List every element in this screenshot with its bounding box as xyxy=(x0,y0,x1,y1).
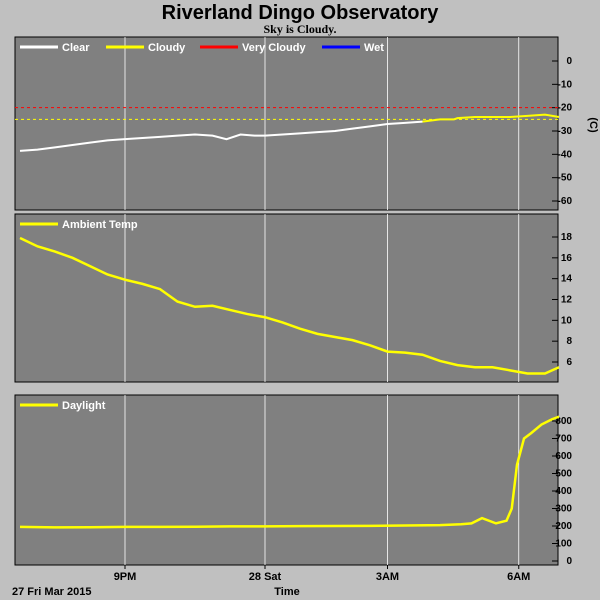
series-line-cloudy xyxy=(422,113,560,123)
y-tick-label: -40 xyxy=(558,149,573,160)
y-tick-label: 14 xyxy=(561,274,573,285)
y-tick-label: 500 xyxy=(555,469,572,480)
y-tick-label: 100 xyxy=(555,539,572,550)
panel-sky: 0 -10 -20 -30 -40 -50 -60 (C) Clear Cloudy Very Cl… xyxy=(14,36,599,211)
series-line-clear xyxy=(19,120,423,152)
panel-daylight: 800 700 600 500 400 300 200 100 0 Daylight 9PM 28 S… xyxy=(14,394,572,583)
y-tick-label: 200 xyxy=(555,521,572,532)
date-label: 27 Fri Mar 2015 xyxy=(12,586,92,598)
y-tick-label: 16 xyxy=(561,253,573,264)
y-tick-label: 18 xyxy=(561,232,573,243)
y-tick-label: -50 xyxy=(558,173,573,184)
y-tick-label: 300 xyxy=(555,504,572,515)
y-tick-label: 12 xyxy=(561,295,573,306)
chart-title: Riverland Dingo Observatory xyxy=(162,2,440,24)
legend-label: Wet xyxy=(364,42,384,54)
y-tick-label: 700 xyxy=(555,434,572,445)
y-tick-label: -60 xyxy=(558,196,573,207)
unit-label: (C) xyxy=(587,117,599,133)
x-tick-label: 6AM xyxy=(507,571,530,583)
y-tick-label: 6 xyxy=(566,357,572,368)
series-line-daylight xyxy=(19,415,560,529)
y-tick-label: 0 xyxy=(566,556,572,567)
y-tick-label: 8 xyxy=(566,336,572,347)
panel-ambient: 18 16 14 12 10 8 6 Ambient Temp xyxy=(14,213,573,383)
x-tick-label: 9PM xyxy=(114,571,137,583)
y-tick-label: 0 xyxy=(566,56,572,67)
plot-area xyxy=(14,213,559,383)
plot-area xyxy=(14,394,559,566)
legend-label: Daylight xyxy=(62,400,106,412)
time-axis-label: Time xyxy=(274,586,299,598)
legend-label: Clear xyxy=(62,42,90,54)
plot-area xyxy=(14,36,559,211)
x-tick-label: 3AM xyxy=(376,571,399,583)
x-tick-label: 28 Sat xyxy=(249,571,282,583)
chart-subtitle: Sky is Cloudy. xyxy=(263,22,336,36)
y-tick-label: -30 xyxy=(558,126,573,137)
y-tick-label: 400 xyxy=(555,486,572,497)
y-tick-label: 800 xyxy=(555,416,572,427)
legend-label: Ambient Temp xyxy=(62,219,138,231)
y-tick-label: -20 xyxy=(558,103,573,114)
y-tick-label: 600 xyxy=(555,451,572,462)
legend-label: Very Cloudy xyxy=(242,42,306,54)
series-line-ambient-temp xyxy=(19,236,560,375)
y-tick-label: -10 xyxy=(558,79,573,90)
legend-label: Cloudy xyxy=(148,42,186,54)
y-tick-label: 10 xyxy=(561,315,573,326)
